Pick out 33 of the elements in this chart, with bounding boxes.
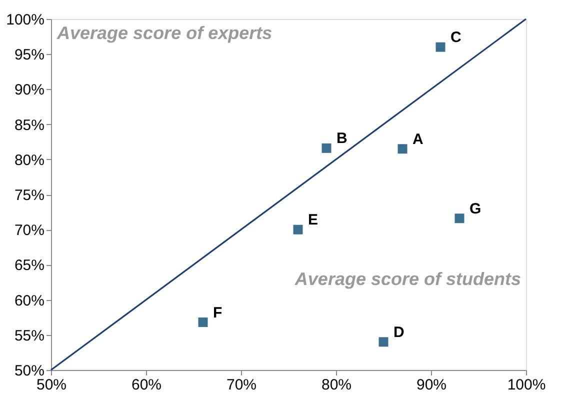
annotation: A <box>412 130 424 148</box>
point <box>293 224 303 234</box>
x-tick-label: 50% <box>36 376 67 394</box>
annotation: E <box>308 212 318 229</box>
point <box>398 144 408 154</box>
annotation: C <box>450 29 462 46</box>
y-tick-label: 55% <box>14 327 44 344</box>
y-tick-label: 90% <box>14 82 44 99</box>
x-axis-title: Average score of students <box>294 269 521 289</box>
point <box>198 318 208 328</box>
y-tick-label: 60% <box>14 292 44 310</box>
y-tick-label: 100% <box>6 12 44 28</box>
y-axis-title: Average score of experts <box>56 23 272 43</box>
annotation: B <box>336 130 348 148</box>
y-tick-label: 80% <box>14 152 44 169</box>
x-tick-label: 80% <box>321 376 352 394</box>
y-tick-label: 85% <box>14 116 44 134</box>
annotation: F <box>213 304 222 322</box>
y-tick-label: 65% <box>14 257 44 274</box>
point <box>454 214 464 224</box>
x-tick-label: 60% <box>131 376 162 394</box>
annotation: D <box>394 324 404 341</box>
y-tick-label: 70% <box>14 222 44 240</box>
x-tick-label: 90% <box>416 376 447 394</box>
x-tick-label: 70% <box>226 376 257 394</box>
point <box>322 143 332 153</box>
y-tick-label: 75% <box>14 187 44 204</box>
y-tick-label: 95% <box>14 46 44 64</box>
point <box>378 337 388 347</box>
point <box>436 42 446 52</box>
y-tick-label: 50% <box>14 362 44 380</box>
annotation: G <box>470 200 482 218</box>
x-tick-label: 100% <box>507 376 546 394</box>
